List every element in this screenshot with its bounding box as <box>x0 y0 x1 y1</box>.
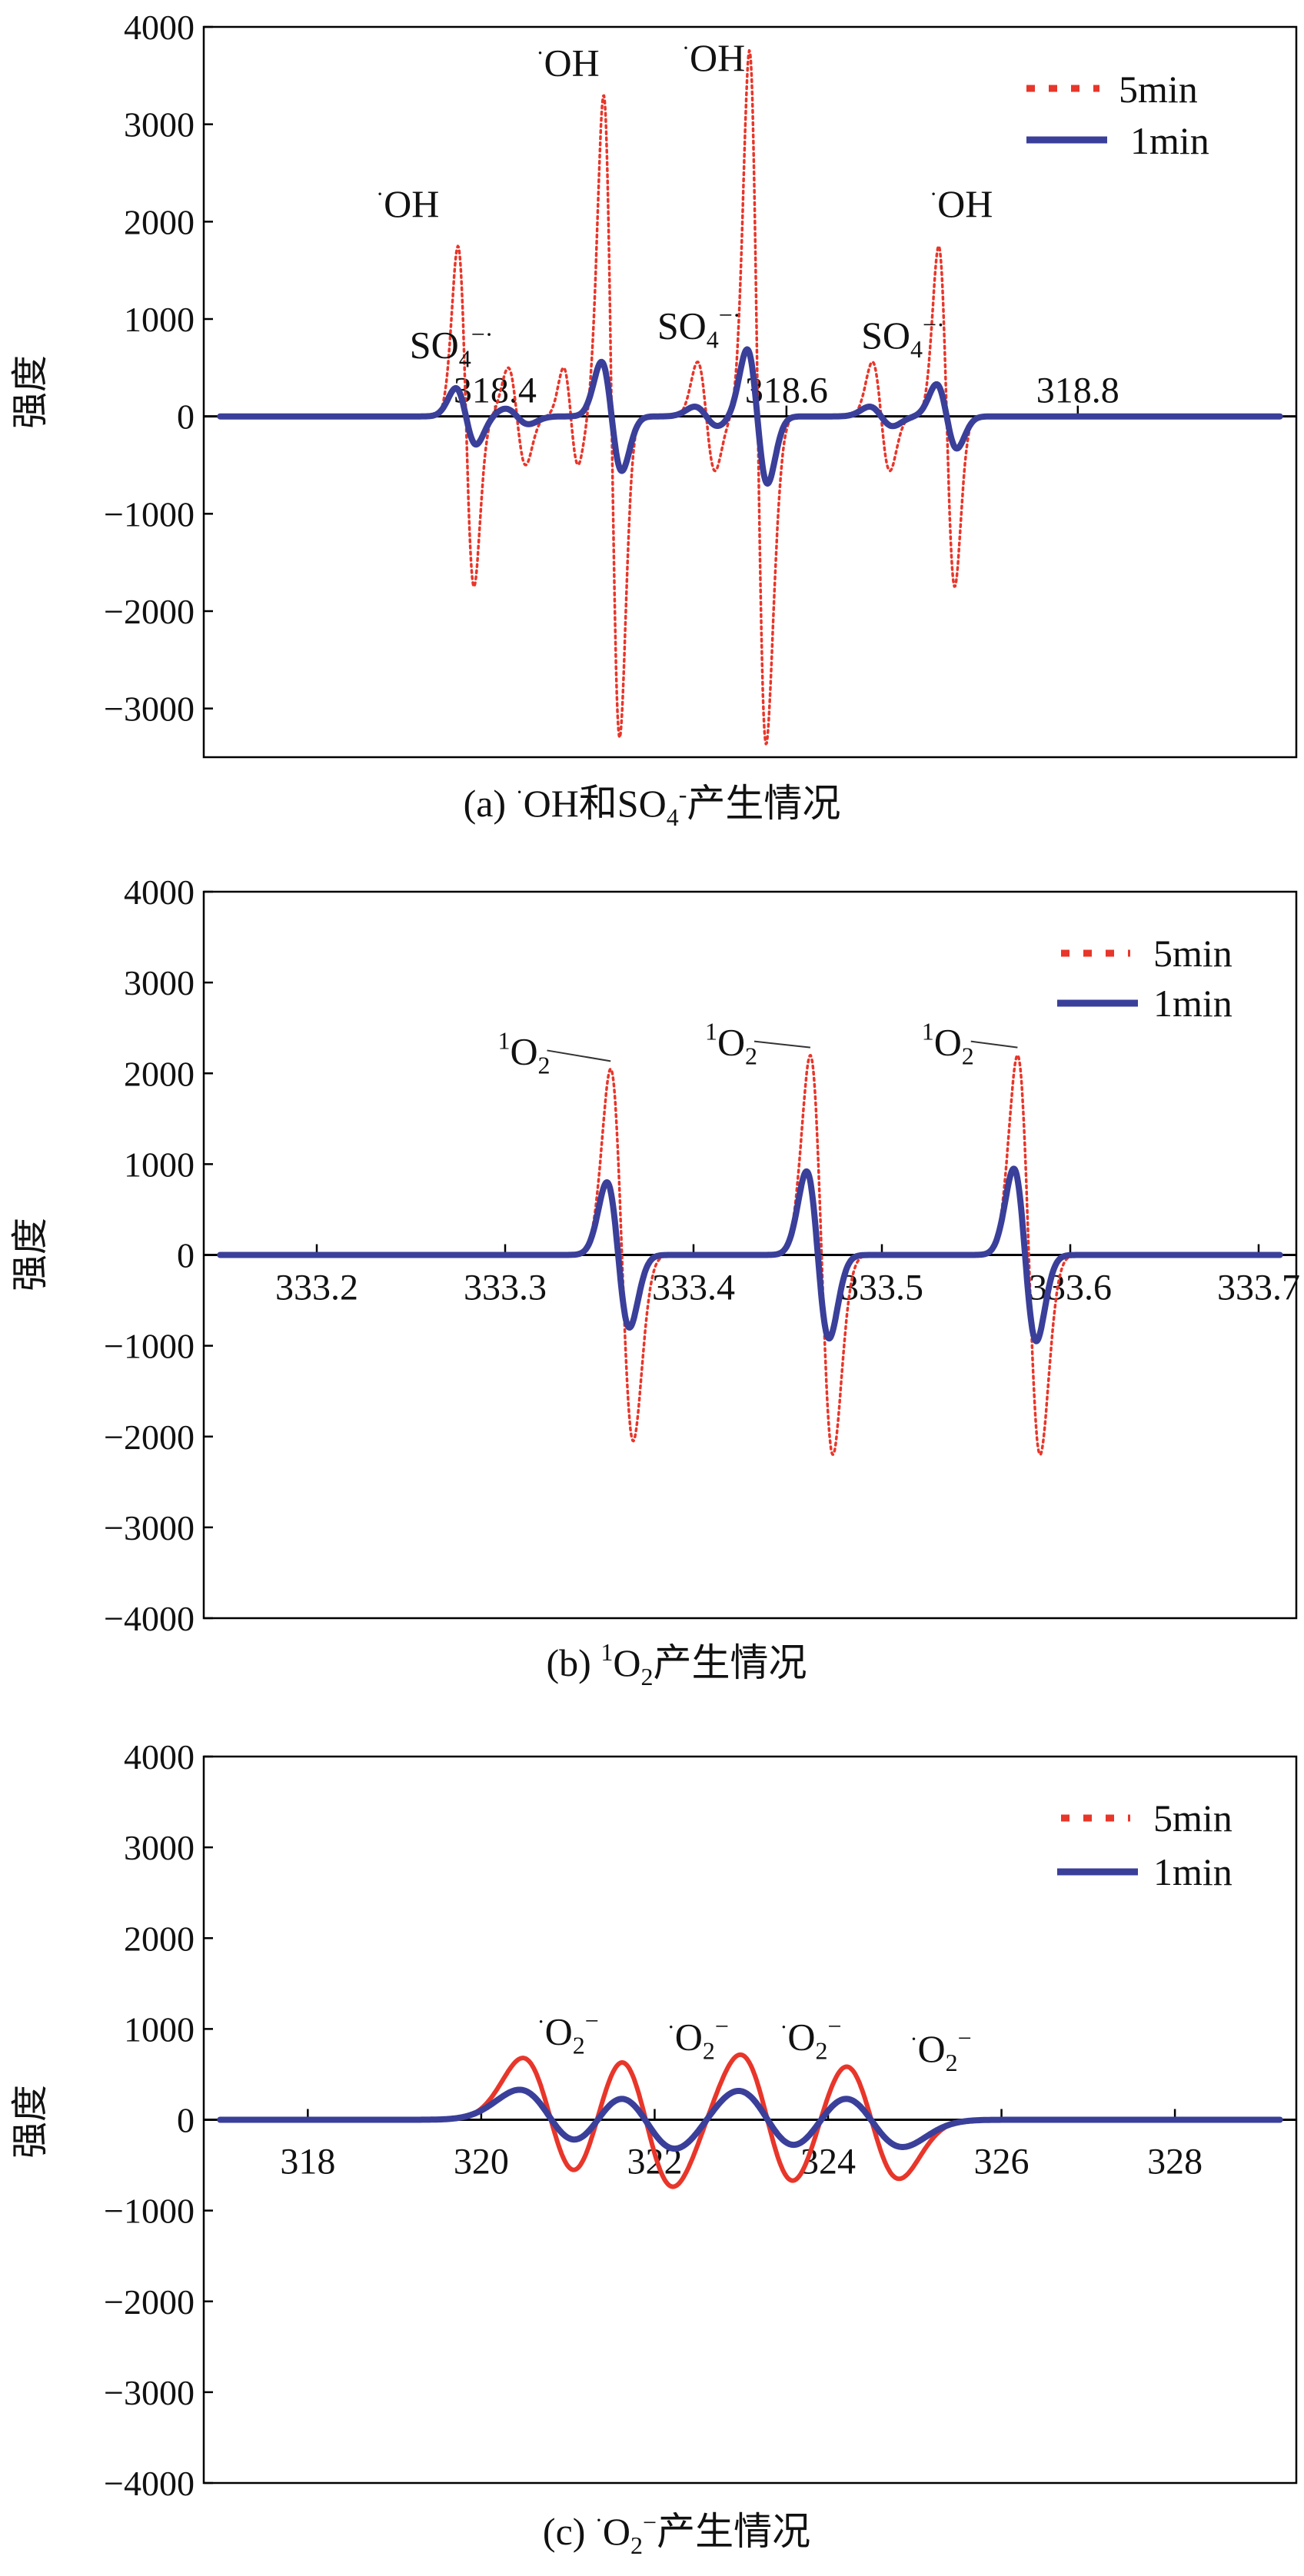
series-curves <box>217 48 1283 746</box>
annotation-leader <box>547 1049 611 1062</box>
peak-annotation: ·OH <box>930 181 993 225</box>
chart-panel-c: −4000 −3000 −2000 −1000 0 1000 2000 3000 4000 31… <box>8 1737 1298 2559</box>
series-line-1min <box>217 2086 1283 2152</box>
annotations: 1O2 1O2 1O2 <box>497 1018 1018 1079</box>
legend-label-5min: 5min <box>1153 932 1232 975</box>
legend-label-1min: 1min <box>1130 119 1209 162</box>
peak-annotation: ·OH <box>376 181 439 225</box>
y-tick-label: −1000 <box>104 1327 195 1366</box>
x-tick-label: 333.6 <box>1029 1268 1112 1308</box>
peak-annotation: ·O2− <box>780 2013 841 2065</box>
y-tick-label: −3000 <box>104 2373 195 2412</box>
y-tick-label: 1000 <box>124 300 195 339</box>
y-tick-label: −2000 <box>104 2282 195 2322</box>
x-tick-label: 318.8 <box>1036 371 1119 411</box>
y-tick-label: −2000 <box>104 1418 195 1457</box>
y-tick-label: 4000 <box>124 1737 195 1777</box>
y-axis-label: 强度 <box>8 1218 52 1291</box>
y-tick-label: 2000 <box>124 1919 195 1958</box>
peak-annotation: 1O2 <box>705 1018 757 1070</box>
peak-annotation: ·OH <box>682 35 745 79</box>
annotation-leader <box>753 1040 811 1049</box>
y-tick-label: 0 <box>177 1236 195 1275</box>
peak-annotation: ·OH <box>537 40 600 84</box>
series-curves <box>217 1054 1283 1457</box>
x-tick-label: 333.7 <box>1217 1268 1300 1308</box>
x-tick-label: 333.4 <box>652 1268 735 1308</box>
x-axis: 333.2 333.3 333.4 333.5 333.6 333.7 <box>275 1244 1300 1308</box>
y-tick-label: −4000 <box>104 1599 195 1638</box>
y-axis-label: 强度 <box>8 2085 52 2159</box>
y-tick-label: 3000 <box>124 963 195 1002</box>
y-tick-label: 1000 <box>124 2009 195 2049</box>
plot-frame <box>202 25 1298 759</box>
x-tick-label: 326 <box>974 2142 1030 2182</box>
y-tick-label: 3000 <box>124 105 195 145</box>
legend: 5min 1min <box>1057 932 1232 1025</box>
y-axis-label: 强度 <box>8 355 52 429</box>
y-tick-label: −2000 <box>104 592 195 631</box>
x-tick-label: 328 <box>1147 2142 1203 2182</box>
y-tick-label: 1000 <box>124 1145 195 1184</box>
x-tick-label: 333.3 <box>464 1268 547 1308</box>
y-axis: −4000 −3000 −2000 −1000 0 1000 2000 3000 4000 <box>104 1737 213 2503</box>
y-tick-label: −1000 <box>104 2192 195 2231</box>
x-axis: 318.4 318.6 318.8 <box>454 371 1119 417</box>
annotations: ·OH ·OH ·OH ·OH SO4−· SO4−· SO4−· <box>376 35 993 373</box>
peak-annotation: ·O2− <box>910 2024 972 2076</box>
series-line-1min <box>217 346 1283 487</box>
y-tick-label: 2000 <box>124 202 195 241</box>
x-tick-label: 320 <box>454 2142 509 2182</box>
y-axis: −4000 −3000 −2000 −1000 0 1000 2000 3000 4000 <box>104 873 213 1638</box>
annotations: ·O2− ·O2− ·O2− ·O2− <box>537 2006 972 2076</box>
y-tick-label: 2000 <box>124 1054 195 1093</box>
x-axis: 318 320 322 324 326 328 <box>280 2109 1203 2182</box>
x-tick-label: 333.2 <box>275 1268 358 1308</box>
chart-title: (c) ·O2−产生情况 <box>543 2508 810 2559</box>
legend-label-1min: 1min <box>1153 1850 1232 1893</box>
legend-label-5min: 5min <box>1119 68 1198 111</box>
y-tick-label: −1000 <box>104 494 195 533</box>
x-tick-label: 318.4 <box>454 371 537 411</box>
chart-panel-b: −4000 −3000 −2000 −1000 0 1000 2000 3000 4000 33… <box>8 873 1300 1690</box>
y-tick-label: 0 <box>177 2101 195 2140</box>
y-tick-label: −3000 <box>104 690 195 729</box>
y-tick-label: 3000 <box>124 1828 195 1867</box>
annotation-leader <box>970 1040 1018 1049</box>
x-tick-label: 318 <box>280 2142 335 2182</box>
y-tick-label: 4000 <box>124 8 195 47</box>
peak-annotation: 1O2 <box>497 1026 550 1079</box>
peak-annotation: 1O2 <box>922 1018 974 1070</box>
peak-annotation: SO4−· <box>410 321 494 373</box>
series-line-1min <box>217 1165 1283 1345</box>
legend: 5min 1min <box>1057 1797 1232 1893</box>
y-tick-label: 4000 <box>124 873 195 912</box>
peak-annotation: ·O2− <box>667 2013 729 2065</box>
chart-title: (a) ·OH和SO4-产生情况 <box>464 779 841 831</box>
legend-label-5min: 5min <box>1153 1797 1232 1840</box>
y-axis: −3000 −2000 −1000 0 1000 2000 3000 4000 <box>104 8 213 729</box>
y-tick-label: −4000 <box>104 2464 195 2503</box>
y-tick-label: −3000 <box>104 1508 195 1547</box>
chart-title: (b) 1O2产生情况 <box>547 1638 807 1690</box>
legend: 5min 1min <box>1026 68 1209 162</box>
legend-label-1min: 1min <box>1153 982 1232 1025</box>
series-curves <box>217 2052 1283 2189</box>
peak-annotation: ·O2− <box>537 2006 599 2059</box>
peak-annotation: SO4−· <box>861 311 945 363</box>
y-tick-label: 0 <box>177 397 195 437</box>
peak-annotation: SO4−· <box>657 301 741 353</box>
